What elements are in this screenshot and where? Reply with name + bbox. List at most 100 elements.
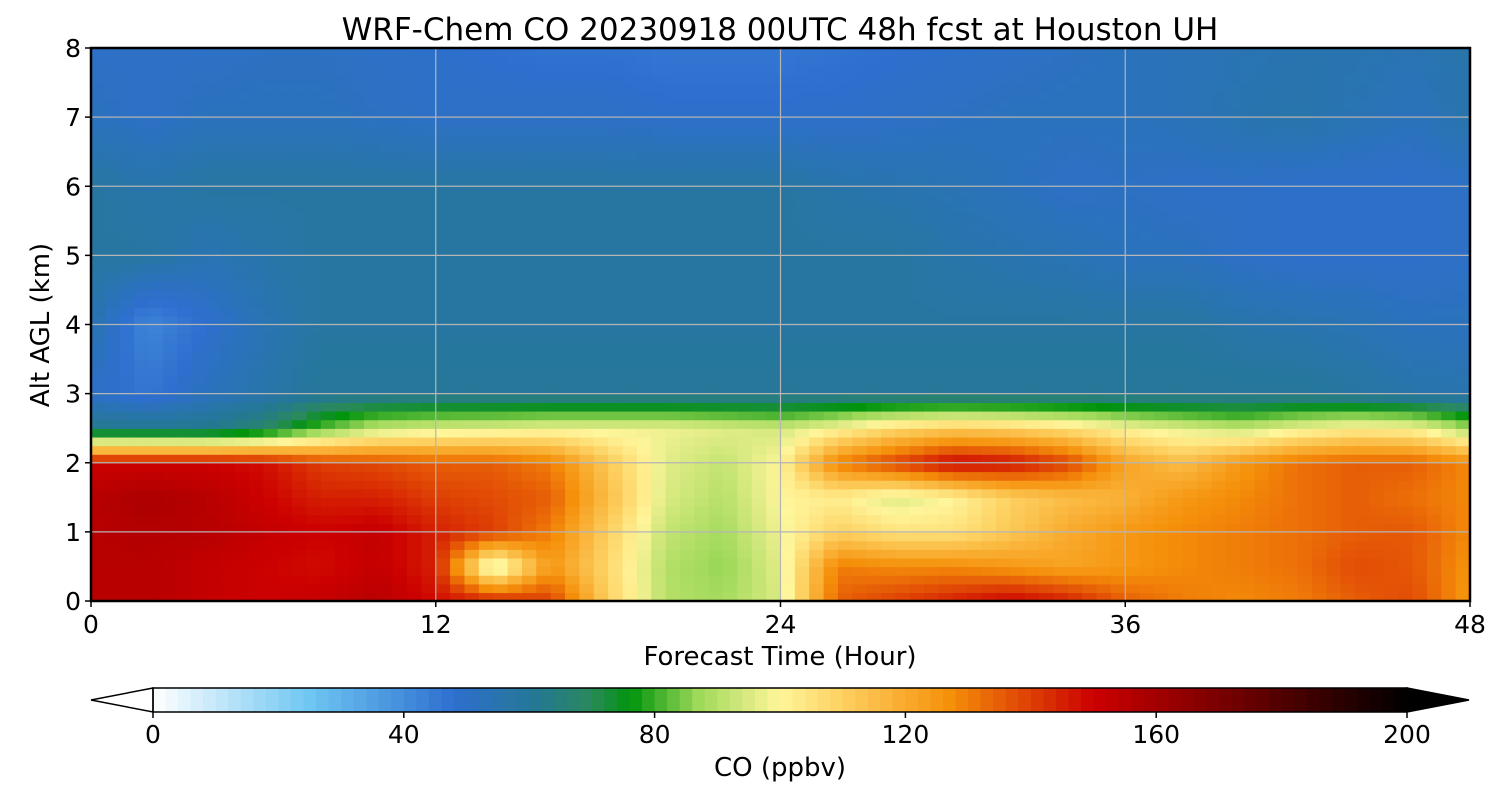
heatmap-cell	[881, 505, 897, 516]
heatmap-cell	[205, 540, 221, 550]
heatmap-cell	[148, 264, 164, 274]
heatmap-cell	[1125, 168, 1141, 179]
heatmap-cell	[464, 73, 480, 84]
heatmap-cell	[421, 583, 437, 594]
heatmap-cell	[134, 160, 150, 170]
heatmap-cell	[938, 108, 954, 118]
heatmap-cell	[162, 436, 178, 447]
heatmap-cell	[363, 315, 379, 326]
heatmap-cell	[809, 566, 825, 576]
heatmap-cell	[694, 134, 710, 144]
heatmap-cell	[249, 212, 265, 222]
heatmap-cell	[421, 143, 437, 153]
heatmap-cell	[177, 514, 193, 524]
heatmap-cell	[1197, 540, 1213, 550]
heatmap-cell	[881, 454, 897, 464]
heatmap-cell	[162, 384, 178, 395]
heatmap-cell	[205, 255, 221, 265]
heatmap-cell	[378, 307, 394, 317]
heatmap-cell	[177, 376, 193, 386]
heatmap-cell	[450, 315, 466, 326]
heatmap-cell	[737, 212, 753, 222]
heatmap-cell	[234, 91, 250, 101]
heatmap-cell	[1168, 168, 1184, 179]
heatmap-cell	[938, 436, 954, 447]
heatmap-cell	[91, 48, 107, 58]
heatmap-cell	[852, 56, 868, 66]
heatmap-cell	[119, 445, 135, 455]
heatmap-cell	[378, 359, 394, 369]
heatmap-cell	[895, 359, 911, 369]
heatmap-cell	[1168, 91, 1184, 101]
heatmap-cell	[909, 324, 925, 334]
heatmap-cell	[1153, 402, 1170, 412]
heatmap-cell	[809, 246, 825, 257]
heatmap-cell	[1010, 264, 1026, 274]
heatmap-cell	[1053, 523, 1069, 533]
heatmap-cell	[392, 160, 408, 170]
heatmap-cell	[407, 324, 423, 334]
heatmap-cell	[277, 540, 293, 550]
heatmap-cell	[550, 125, 566, 136]
heatmap-cell	[780, 298, 796, 308]
heatmap-cell	[421, 315, 437, 326]
heatmap-cell	[320, 523, 336, 533]
heatmap-cell	[335, 540, 351, 550]
heatmap-cell	[1039, 531, 1055, 542]
heatmap-cell	[751, 376, 767, 386]
heatmap-cell	[378, 523, 394, 533]
heatmap-cell	[679, 117, 696, 127]
heatmap-cell	[91, 454, 107, 464]
heatmap-cell	[995, 592, 1012, 602]
heatmap-cell	[579, 557, 595, 568]
heatmap-cell	[320, 436, 336, 447]
heatmap-cell	[1053, 480, 1069, 490]
heatmap-cell	[320, 350, 336, 360]
heatmap-cell	[435, 592, 451, 602]
heatmap-cell	[995, 514, 1012, 524]
heatmap-cell	[507, 557, 523, 568]
heatmap-cell	[751, 272, 767, 282]
heatmap-cell	[636, 523, 652, 533]
heatmap-cell	[694, 428, 710, 438]
heatmap-cell	[220, 583, 236, 594]
heatmap-cell	[665, 505, 681, 516]
heatmap-cell	[766, 177, 782, 187]
heatmap-cell	[292, 143, 308, 153]
heatmap-cell	[1039, 376, 1055, 386]
heatmap-cell	[378, 82, 394, 92]
heatmap-cell	[852, 557, 868, 568]
heatmap-cell	[665, 255, 681, 265]
heatmap-cell	[148, 238, 164, 248]
heatmap-cell	[694, 272, 710, 282]
heatmap-cell	[995, 333, 1012, 343]
heatmap-cell	[952, 56, 968, 66]
heatmap-cell	[407, 125, 423, 136]
heatmap-cell	[780, 56, 796, 66]
heatmap-cell	[478, 514, 494, 524]
heatmap-cell	[478, 73, 494, 84]
heatmap-cell	[277, 367, 293, 378]
heatmap-cell	[292, 514, 308, 524]
heatmap-cell	[220, 402, 236, 412]
heatmap-cell	[1153, 108, 1170, 118]
heatmap-cell	[981, 454, 997, 464]
heatmap-cell	[421, 324, 437, 334]
heatmap-cell	[636, 341, 652, 352]
heatmap-cell	[450, 514, 466, 524]
heatmap-cell	[220, 557, 236, 568]
heatmap-cell	[737, 540, 753, 550]
heatmap-cell	[608, 281, 624, 291]
heatmap-cell	[665, 91, 681, 101]
heatmap-cell	[622, 592, 638, 602]
heatmap-cell	[1182, 384, 1198, 395]
heatmap-cell	[521, 289, 537, 300]
heatmap-cell	[794, 56, 810, 66]
heatmap-cell	[780, 462, 796, 473]
heatmap-cell	[909, 134, 925, 144]
heatmap-cell	[938, 454, 954, 464]
heatmap-cell	[895, 523, 911, 533]
heatmap-cell	[91, 462, 107, 473]
heatmap-cell	[450, 367, 466, 378]
heatmap-cell	[679, 289, 696, 300]
